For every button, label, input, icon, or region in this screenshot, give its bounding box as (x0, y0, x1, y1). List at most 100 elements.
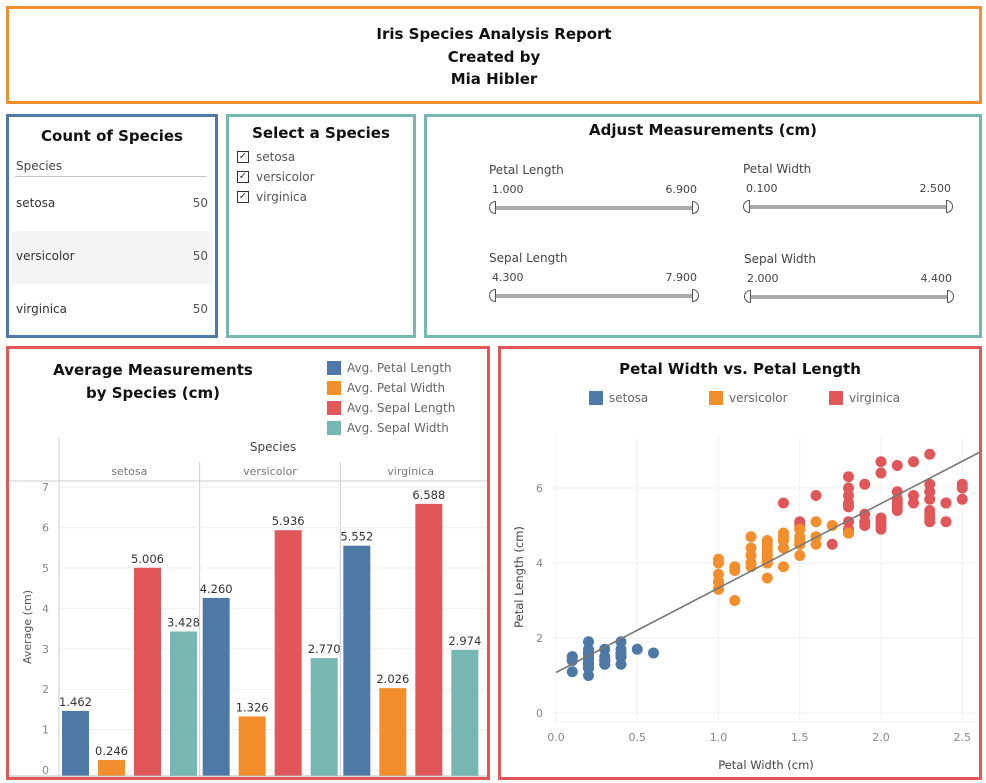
y-tick-label: 0 (536, 707, 543, 720)
y-tick-label: 4 (42, 602, 49, 615)
slider-min-handle[interactable] (489, 201, 496, 214)
y-axis-title: Average (cm) (21, 590, 34, 664)
filter-option-versicolor[interactable]: ✓ versicolor (237, 168, 315, 186)
slider-min-handle[interactable] (489, 289, 496, 302)
slider-min-value: 2.000 (747, 272, 779, 285)
point-virginica (924, 486, 936, 498)
filter-option-virginica[interactable]: ✓ virginica (237, 188, 307, 206)
species-column-header: Species (16, 159, 63, 173)
point-setosa (583, 655, 594, 666)
data-label: 5.552 (340, 530, 373, 544)
created-by-label: Created by (447, 47, 541, 66)
checkbox-checked-icon[interactable]: ✓ (237, 151, 249, 163)
x-tick-label: 1.0 (710, 731, 728, 744)
legend-swatch (327, 361, 341, 375)
trend-line (555, 451, 979, 674)
x-tick-label: 0.0 (547, 731, 565, 744)
y-tick-label: 6 (536, 482, 543, 495)
slider-track[interactable] (750, 295, 948, 299)
slider-max-handle[interactable] (692, 201, 699, 214)
filter-option-label: versicolor (256, 170, 315, 184)
point-virginica (843, 482, 854, 494)
point-virginica (940, 497, 952, 509)
legend-item-versicolor[interactable]: versicolor (709, 391, 788, 405)
point-versicolor (713, 568, 724, 580)
slider-max-handle[interactable] (946, 200, 953, 213)
point-virginica (924, 505, 936, 516)
legend-item-petal-width[interactable]: Avg. Petal Width (327, 381, 445, 395)
table-row[interactable]: virginica 50 (12, 284, 212, 337)
slider-min-handle[interactable] (743, 200, 750, 213)
point-versicolor (794, 531, 806, 543)
legend-item-petal-length[interactable]: Avg. Petal Length (327, 361, 452, 375)
checkbox-checked-icon[interactable]: ✓ (237, 171, 249, 183)
slider-max-handle[interactable] (692, 289, 699, 302)
slider-label: Petal Width (743, 162, 812, 176)
point-virginica (956, 478, 968, 490)
slider-label: Sepal Length (489, 251, 568, 265)
slider-track[interactable] (495, 206, 693, 210)
bar-chart: Species setosa versicolor virginica 0 1 2 3 4 5 6 7… (9, 437, 487, 777)
x-tick-label: 2.5 (954, 731, 972, 744)
table-row[interactable]: setosa 50 (12, 178, 212, 231)
species-count: 50 (192, 249, 208, 263)
data-label: 2.026 (376, 672, 409, 686)
y-tick-label: 1 (42, 724, 49, 737)
legend-item-virginica[interactable]: virginica (829, 391, 900, 405)
y-tick-label: 7 (42, 481, 49, 494)
category-label: versicolor (243, 465, 297, 478)
y-tick-label: 2 (42, 683, 49, 696)
y-axis-title: Petal Length (cm) (512, 526, 526, 628)
bar-virginica-2 (415, 503, 443, 776)
point-virginica (875, 523, 887, 535)
data-label: 3.428 (167, 616, 200, 630)
legend-swatch (327, 401, 341, 415)
report-header: Iris Species Analysis Report Created by … (6, 6, 982, 104)
point-setosa (583, 636, 594, 648)
point-virginica (875, 467, 887, 479)
point-setosa (631, 643, 643, 655)
point-setosa (648, 647, 659, 659)
slider-min-handle[interactable] (744, 290, 751, 303)
point-virginica (859, 520, 871, 531)
point-virginica (924, 448, 936, 460)
sepal-width-slider[interactable]: Sepal Width 2.000 4.400 (744, 252, 954, 322)
legend-item-setosa[interactable]: setosa (589, 391, 648, 405)
point-versicolor (778, 561, 789, 573)
legend-swatch (327, 421, 341, 435)
checkbox-checked-icon[interactable]: ✓ (237, 191, 249, 203)
point-virginica (778, 497, 789, 509)
legend-item-sepal-width[interactable]: Avg. Sepal Width (327, 421, 449, 435)
legend-item-sepal-length[interactable]: Avg. Sepal Length (327, 401, 455, 415)
legend-label: Avg. Sepal Width (347, 421, 449, 435)
petal-width-slider[interactable]: Petal Width 0.100 2.500 (743, 162, 953, 232)
bar-versicolor-3 (310, 658, 338, 776)
slider-track[interactable] (749, 205, 947, 209)
table-row[interactable]: versicolor 50 (12, 231, 212, 284)
x-tick-label: 1.5 (791, 731, 809, 744)
legend-label: Avg. Sepal Length (347, 401, 456, 415)
legend-label: setosa (609, 391, 649, 405)
legend-swatch (709, 391, 723, 405)
point-versicolor (761, 572, 773, 584)
bar-chart-title: Average Measurements by Species (cm) (29, 359, 277, 405)
count-panel-title: Count of Species (41, 127, 183, 145)
point-versicolor (810, 538, 822, 550)
slider-track[interactable] (495, 294, 693, 298)
scatter-chart-title: Petal Width vs. Petal Length (619, 360, 861, 378)
category-label: virginica (387, 465, 434, 478)
report-title: Iris Species Analysis Report (376, 25, 612, 43)
species-filter-panel: Select a Species ✓ setosa ✓ versicolor ✓… (226, 114, 416, 338)
species-count: 50 (192, 196, 208, 210)
bar-chart-title-line1: Average Measurements (53, 361, 253, 379)
filter-option-setosa[interactable]: ✓ setosa (237, 148, 295, 166)
legend-label: virginica (849, 391, 900, 405)
count-of-species-panel: Count of Species Species setosa 50 versi… (6, 114, 218, 338)
bar-virginica-0 (343, 545, 371, 776)
petal-length-slider[interactable]: Petal Length 1.000 6.900 (489, 163, 699, 233)
point-versicolor (794, 550, 806, 561)
point-versicolor (778, 535, 789, 546)
slider-max-handle[interactable] (947, 290, 954, 303)
sepal-length-slider[interactable]: Sepal Length 4.300 7.900 (489, 251, 699, 321)
data-label: 5.006 (131, 552, 164, 566)
